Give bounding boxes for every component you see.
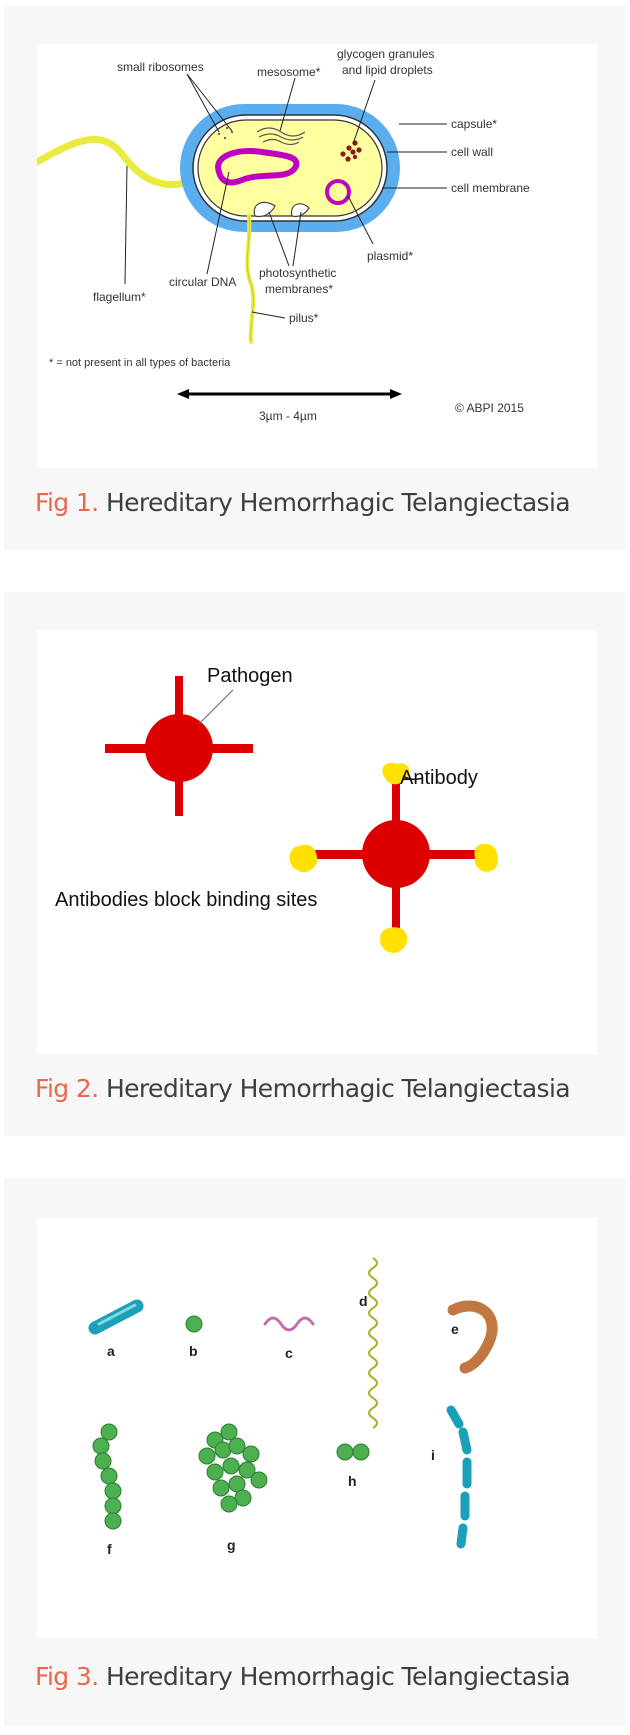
label-pathogen: Pathogen (207, 665, 293, 687)
mesosome-shape (256, 127, 306, 146)
label-d: d (359, 1293, 368, 1309)
label-small-ribosomes: small ribosomes (117, 60, 204, 74)
antibody-diagram: Pathogen Antibody Antibodies block bindi… (37, 630, 597, 1054)
spirochete-shape (367, 1257, 379, 1429)
label-scale: 3µm - 4µm (259, 409, 317, 423)
spirillum-shape (263, 1316, 315, 1332)
figure-title-1: Hereditary Hemorrhagic Telangiectasia (105, 488, 571, 517)
plasmid-shape (325, 179, 351, 205)
label-photosynthetic-line2: membranes* (265, 282, 333, 296)
flagellum-shape (37, 136, 201, 189)
blocked-pathogen-shape (289, 762, 499, 953)
label-cell-wall: cell wall (451, 145, 493, 159)
figure-card-3: a b c d e f g h i Fig 3. Hereditary Hemo… (4, 1178, 626, 1726)
label-circular-dna: circular DNA (169, 275, 236, 289)
antibody-svg: Pathogen Antibody Antibodies block bindi… (55, 665, 499, 953)
label-copyright: © ABPI 2015 (455, 401, 524, 415)
label-mesosome: mesosome* (257, 65, 321, 79)
label-cell-membrane: cell membrane (451, 181, 530, 195)
photosynthetic-membrane-1 (253, 201, 276, 218)
bacterial-cell-svg: small ribosomes mesosome* glycogen granu… (37, 47, 530, 423)
label-f: f (107, 1541, 112, 1557)
figure-caption-1: Fig 1. Hereditary Hemorrhagic Telangiect… (35, 488, 571, 517)
scale-bar (177, 389, 402, 399)
figure-card-1: small ribosomes mesosome* glycogen granu… (4, 6, 626, 550)
glycogen-granules-shape (340, 140, 362, 162)
bacillus-shape (88, 1299, 144, 1335)
figure-caption-3: Fig 3. Hereditary Hemorrhagic Telangiect… (35, 1662, 571, 1691)
pilus-shape (245, 214, 256, 344)
label-i: i (431, 1447, 435, 1463)
label-footnote: * = not present in all types of bacteria (49, 357, 231, 369)
bacteria-shapes-diagram: a b c d e f g h i (37, 1218, 597, 1638)
figure-title-3: Hereditary Hemorrhagic Telangiectasia (105, 1662, 571, 1691)
leader-lines (124, 73, 447, 319)
figure-number-3: Fig 3. (35, 1662, 99, 1691)
figure-caption-2: Fig 2. Hereditary Hemorrhagic Telangiect… (35, 1074, 571, 1103)
pathogen-shape (105, 676, 253, 816)
label-antibodies-block: Antibodies block binding sites (55, 889, 317, 911)
figure-number-1: Fig 1. (35, 488, 99, 517)
bacterial-cell-diagram: small ribosomes mesosome* glycogen granu… (37, 44, 597, 468)
ribosomes-shape (217, 126, 234, 140)
streptococcus-shape (92, 1423, 122, 1530)
label-b: b (189, 1343, 198, 1359)
photosynthetic-membrane-2 (290, 203, 310, 218)
label-glycogen-line2: and lipid droplets (342, 63, 433, 77)
label-c: c (285, 1345, 293, 1361)
label-a: a (107, 1343, 115, 1359)
staphylococcus-shape (198, 1423, 268, 1513)
label-g: g (227, 1537, 236, 1553)
figure-number-2: Fig 2. (35, 1074, 99, 1103)
label-plasmid: plasmid* (367, 249, 413, 263)
label-e: e (451, 1321, 459, 1337)
vibrio-shape (447, 1300, 498, 1374)
antibody-shapes (289, 762, 499, 953)
label-photosynthetic-line1: photosynthetic (259, 266, 336, 280)
coccus-shape (185, 1315, 203, 1333)
label-h: h (348, 1473, 357, 1489)
cell-membrane-shape (197, 119, 383, 217)
figure-title-2: Hereditary Hemorrhagic Telangiectasia (105, 1074, 571, 1103)
label-glycogen-line1: glycogen granules (337, 47, 434, 61)
circular-dna-shape (215, 148, 300, 186)
diplococcus-shape (336, 1443, 370, 1461)
figure-card-2: Pathogen Antibody Antibodies block bindi… (4, 592, 626, 1136)
label-flagellum: flagellum* (93, 290, 146, 304)
label-pilus: pilus* (289, 311, 319, 325)
streptobacillus-shape (446, 1405, 472, 1549)
label-capsule: capsule* (451, 117, 497, 131)
label-antibody: Antibody (400, 767, 478, 789)
bacteria-shapes-svg: a b c d e f g h i (88, 1257, 498, 1557)
